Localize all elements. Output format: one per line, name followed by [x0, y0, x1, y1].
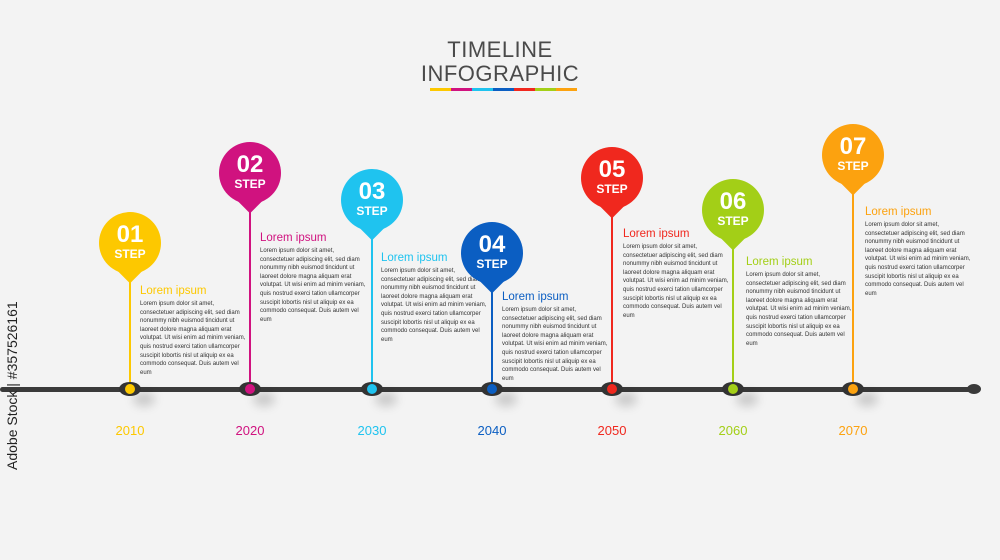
step-connector	[852, 185, 854, 386]
color-bar-segment	[535, 88, 556, 91]
step-description: Lorem ipsum Lorem ipsum dolor sit amet, …	[502, 291, 612, 383]
timeline-node	[481, 382, 503, 396]
page-title: TIMELINE INFOGRAPHIC	[400, 38, 600, 86]
step-connector	[249, 203, 251, 386]
step-pin: 06 STEP	[692, 169, 774, 251]
step-label: STEP	[356, 204, 388, 218]
step-connector	[129, 273, 131, 386]
step-number: 03	[358, 178, 386, 205]
step-body: Lorem ipsum dolor sit amet, consectetuer…	[260, 248, 366, 323]
step-body: Lorem ipsum dolor sit amet, consectetuer…	[502, 307, 608, 382]
step-year: 2060	[718, 423, 748, 438]
step-heading: Lorem ipsum	[260, 232, 327, 244]
step-heading: Lorem ipsum	[140, 285, 207, 297]
timeline-node	[601, 382, 623, 396]
step-label: STEP	[596, 182, 628, 196]
step-pin: 03 STEP	[331, 159, 413, 241]
step-number: 04	[478, 231, 506, 258]
step-year: 2050	[597, 423, 627, 438]
title-color-bar	[430, 88, 577, 91]
step-number: 01	[116, 221, 144, 248]
step-number: 06	[719, 188, 747, 215]
step-description: Lorem ipsum Lorem ipsum dolor sit amet, …	[865, 206, 975, 298]
step-year: 2010	[115, 423, 145, 438]
timeline-node	[239, 382, 261, 396]
step-connector	[732, 240, 734, 386]
color-bar-segment	[514, 88, 535, 91]
step-label: STEP	[114, 247, 146, 261]
step-year: 2040	[477, 423, 507, 438]
color-bar-segment	[451, 88, 472, 91]
step-connector	[611, 208, 613, 386]
step-heading: Lorem ipsum	[623, 228, 690, 240]
step-description: Lorem ipsum Lorem ipsum dolor sit amet, …	[623, 228, 733, 320]
color-bar-segment	[430, 88, 451, 91]
step-body: Lorem ipsum dolor sit amet, consectetuer…	[865, 222, 971, 297]
step-body: Lorem ipsum dolor sit amet, consectetuer…	[623, 244, 729, 319]
step-year: 2030	[357, 423, 387, 438]
step-year: 2020	[235, 423, 265, 438]
step-number: 05	[598, 156, 626, 183]
title-line-1: TIMELINE	[447, 37, 553, 62]
timeline-node	[361, 382, 383, 396]
timeline-node	[119, 382, 141, 396]
step-connector	[491, 283, 493, 386]
step-label: STEP	[476, 257, 508, 271]
color-bar-segment	[556, 88, 577, 91]
step-body: Lorem ipsum dolor sit amet, consectetuer…	[746, 272, 852, 347]
timeline-node	[722, 382, 744, 396]
timeline-axis-end	[967, 384, 981, 394]
step-heading: Lorem ipsum	[865, 206, 932, 218]
step-pin: 02 STEP	[209, 132, 291, 214]
step-heading: Lorem ipsum	[746, 256, 813, 268]
step-body: Lorem ipsum dolor sit amet, consectetuer…	[381, 268, 487, 343]
color-bar-segment	[493, 88, 514, 91]
step-number: 02	[236, 151, 264, 178]
step-label: STEP	[717, 214, 749, 228]
step-connector	[371, 230, 373, 386]
color-bar-segment	[472, 88, 493, 91]
timeline-node	[842, 382, 864, 396]
step-description: Lorem ipsum Lorem ipsum dolor sit amet, …	[746, 256, 856, 348]
step-pin: 05 STEP	[571, 137, 653, 219]
step-label: STEP	[234, 177, 266, 191]
step-body: Lorem ipsum dolor sit amet, consectetuer…	[140, 301, 246, 376]
step-pin: 07 STEP	[812, 114, 894, 196]
step-description: Lorem ipsum Lorem ipsum dolor sit amet, …	[260, 232, 370, 324]
step-label: STEP	[837, 159, 869, 173]
step-description: Lorem ipsum Lorem ipsum dolor sit amet, …	[381, 252, 491, 344]
step-heading: Lorem ipsum	[502, 291, 569, 303]
step-year: 2070	[838, 423, 868, 438]
title-line-2: INFOGRAPHIC	[420, 61, 580, 86]
step-description: Lorem ipsum Lorem ipsum dolor sit amet, …	[140, 285, 250, 377]
step-heading: Lorem ipsum	[381, 252, 448, 264]
watermark: Adobe Stock | #357526161	[4, 301, 20, 470]
step-number: 07	[839, 133, 867, 160]
step-pin: 04 STEP	[451, 212, 533, 294]
step-pin: 01 STEP	[89, 202, 171, 284]
